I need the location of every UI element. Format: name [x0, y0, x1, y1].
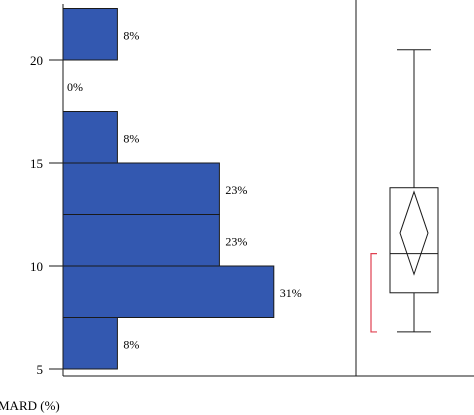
y-tick-label: 5: [37, 362, 44, 377]
bar-value-label: 23%: [225, 234, 247, 248]
histogram-bar: [62, 214, 220, 267]
histogram-bar: [62, 317, 118, 370]
bar-value-label: 8%: [123, 337, 139, 351]
histogram-bar: [62, 111, 118, 164]
y-tick-label: 15: [30, 156, 43, 171]
bar-value-label: 23%: [225, 183, 247, 197]
y-axis-ticks: 5 10 15 20: [30, 53, 63, 377]
y-tick-label: 10: [30, 259, 43, 274]
interquartile-box: [389, 187, 439, 294]
bar-value-label: 8%: [123, 28, 139, 42]
histogram-bar: [62, 265, 275, 318]
box-plot-panel: [370, 49, 439, 333]
mean-diamond: [399, 190, 429, 276]
histogram-bar-labels: 8% 31% 23% 23% 8% 0% 8%: [67, 28, 302, 351]
bar-value-label: 0%: [67, 80, 83, 94]
y-tick-label: 20: [30, 53, 43, 68]
histogram-bar: [62, 162, 220, 215]
chart-axes: [62, 0, 474, 377]
histogram-bars: [62, 8, 275, 370]
bar-value-label: 8%: [123, 131, 139, 145]
shortest-half-bracket: [370, 253, 377, 333]
y-axis-label: MARD (%): [0, 398, 60, 413]
histogram-bar: [62, 8, 118, 61]
bar-value-label: 31%: [280, 286, 302, 300]
